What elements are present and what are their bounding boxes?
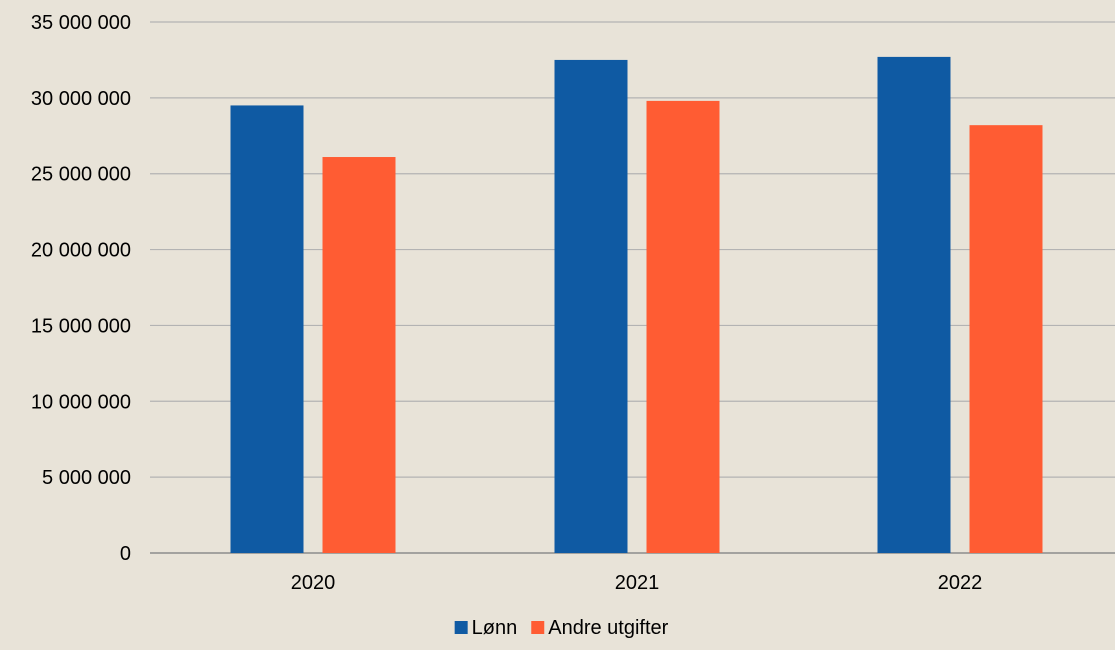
bar-lønn-2021: [554, 59, 628, 554]
x-tick-label: 2020: [291, 572, 336, 594]
y-tick-label: 35 000 000: [31, 12, 131, 34]
y-tick-label: 30 000 000: [31, 88, 131, 110]
y-tick-label: 5 000 000: [42, 467, 131, 489]
bar-lønn-2020: [230, 105, 304, 553]
x-axis-ticks: 2020 2021 2022: [291, 572, 983, 594]
y-tick-label: 20 000 000: [31, 240, 131, 262]
gridlines: [150, 21, 1115, 554]
x-tick-label: 2021: [615, 572, 660, 594]
bar-lønn-2022: [877, 56, 951, 553]
legend-item: Lønn: [454, 617, 518, 639]
y-axis-ticks: 0 5 000 000 10 000 000 15 000 000 20 000 000…: [31, 12, 131, 565]
bar-andre-utgifter-2022: [969, 125, 1043, 553]
legend-label: Lønn: [472, 617, 518, 639]
bar-andre-utgifter-2021: [646, 100, 720, 554]
y-tick-label: 25 000 000: [31, 164, 131, 186]
legend-item: Andre utgifter: [531, 617, 669, 639]
legend-swatch: [454, 621, 468, 634]
bars: [230, 56, 1043, 554]
y-tick-label: 10 000 000: [31, 391, 131, 413]
y-tick-label: 15 000 000: [31, 315, 131, 337]
legend-swatch: [531, 621, 545, 634]
legend: Lønn Andre utgifter: [454, 617, 669, 639]
y-tick-label: 0: [120, 543, 131, 565]
x-tick-label: 2022: [938, 572, 983, 594]
bar-andre-utgifter-2020: [322, 157, 396, 554]
legend-label: Andre utgifter: [548, 617, 668, 639]
